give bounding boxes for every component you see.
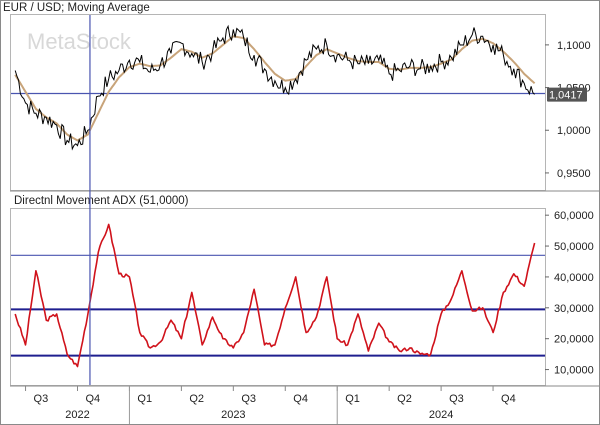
price-series <box>14 24 535 151</box>
moving-average-series <box>14 35 536 142</box>
adx-y-axis: 60,0000 50,0000 40,0000 30,0000 20,0000 10,00… <box>545 210 594 377</box>
price-line <box>14 24 535 151</box>
adx-series <box>14 223 536 368</box>
quarter-label: Q3 <box>34 393 49 405</box>
adx-panel-title: Directnl Movement ADX (51,0000) <box>14 195 189 207</box>
adx-line <box>14 223 536 368</box>
adx-tick-label: 20,0000 <box>554 334 594 346</box>
quarter-label: Q1 <box>345 393 360 405</box>
year-label: 2024 <box>429 409 453 421</box>
year-label: 2022 <box>65 409 89 421</box>
last-value-badge-bg <box>547 87 587 102</box>
price-tick-label: 1,1000 <box>557 40 591 52</box>
quarter-label: Q4 <box>85 393 100 405</box>
adx-tick-label: 40,0000 <box>554 272 594 284</box>
year-label: 2023 <box>221 409 245 421</box>
quarter-label: Q2 <box>397 393 412 405</box>
price-tick-label: 1,0000 <box>557 125 591 137</box>
last-value-badge: 1,0417 <box>547 87 587 102</box>
watermark-logo: MetaStock <box>27 29 132 54</box>
quarter-label: Q2 <box>189 393 204 405</box>
quarter-label: Q3 <box>241 393 256 405</box>
quarter-label: Q3 <box>449 393 464 405</box>
adx-tick-label: 10,0000 <box>554 365 594 377</box>
x-axis: Q3 Q4 Q1 Q2 Q3 Q4 Q1 Q2 Q3 Q4 2022 2023 2024 <box>25 386 516 424</box>
last-value-label: 1,0417 <box>549 90 583 102</box>
adx-tick-label: 30,0000 <box>554 303 594 315</box>
quarter-label: Q4 <box>501 393 516 405</box>
quarter-label: Q1 <box>137 393 152 405</box>
adx-reference-lines <box>11 254 545 357</box>
adx-tick-label: 60,0000 <box>554 210 594 222</box>
price-panel-title: EUR / USD; Moving Average <box>3 2 150 14</box>
moving-average-line <box>14 35 536 142</box>
price-tick-label: 0,9500 <box>557 168 591 180</box>
adx-tick-label: 50,0000 <box>554 241 594 253</box>
quarter-label: Q4 <box>293 393 308 405</box>
